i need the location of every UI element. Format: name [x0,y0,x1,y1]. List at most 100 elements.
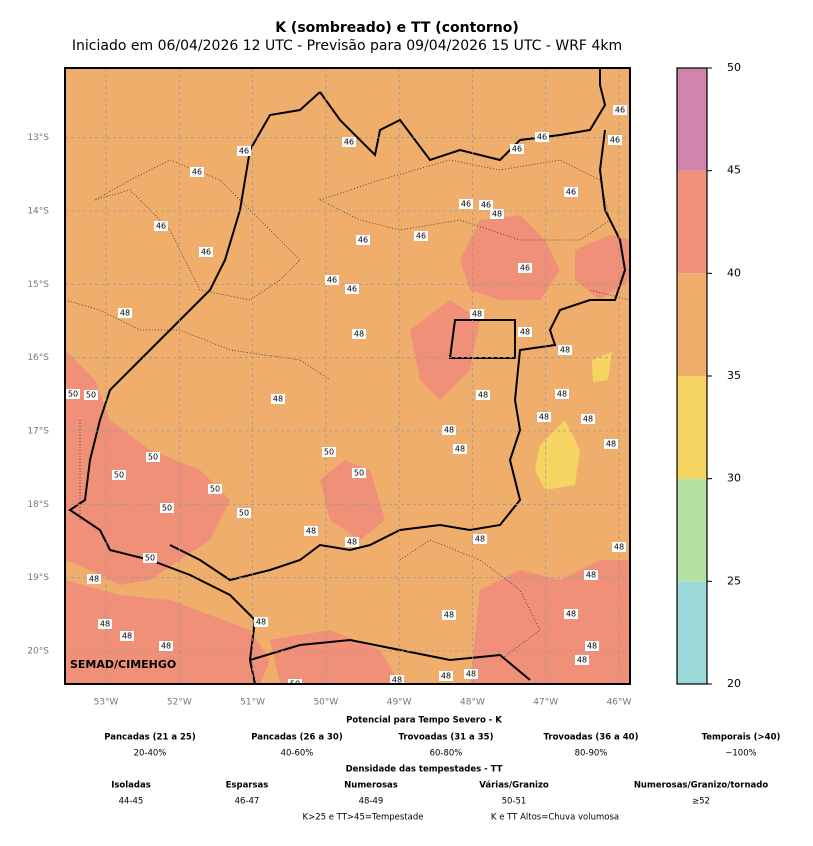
contour-label: 48 [560,346,570,355]
contour-label-bg [470,309,484,319]
contour-label-bg [159,641,173,651]
colorbar-box [677,376,707,479]
contour-label-bg [518,327,532,337]
contour-label-bg [87,574,101,584]
colorbar-box [677,170,707,274]
contour-label-bg [584,570,598,580]
contour-label-bg [208,484,222,494]
contour-label-bg [608,135,622,145]
title: K (sombreado) e TT (contorno) [275,20,519,36]
y-tick-label: 19°S [27,573,49,583]
contour-label-bg [564,187,578,197]
contour-label-bg [581,414,595,424]
k-item-range: 80-90% [575,749,608,759]
contour-label: 46 [520,264,530,273]
contour-label: 48 [472,310,482,319]
contour-label: 46 [344,138,354,147]
contour-label-bg [98,619,112,629]
contour-label: 48 [100,620,110,629]
contour-label: 48 [614,543,624,552]
contour-label-bg [518,263,532,273]
contour-label-bg [112,470,126,480]
contour-label-bg [537,412,551,422]
contour-label-bg [439,671,453,681]
contour-label-bg [356,235,370,245]
tt-item-name: Numerosas/Granizo/tornado [634,781,769,791]
k-item-name: Temporais (>40) [702,733,781,743]
x-tick-label: 52°W [167,698,192,708]
contour-label-bg [476,390,490,400]
contour-label-bg [564,609,578,619]
k-item-range: ~100% [725,749,756,759]
x-tick-label: 51°W [240,698,265,708]
contour-label-bg [199,247,213,257]
contour-label: 48 [306,527,316,536]
contour-label: 48 [520,328,530,337]
contour-label-bg [414,231,428,241]
contour-label: 50 [354,469,364,478]
contour-label: 48 [586,571,596,580]
contour-label-bg [304,526,318,536]
tt-item-name: Numerosas [344,781,398,791]
contour-label: 48 [256,618,266,627]
contour-label: 46 [537,133,547,142]
contour-label: 46 [201,248,211,257]
legend: Potencial para Tempo Severo - K Densidad… [104,716,780,823]
contour-label: 50 [324,448,334,457]
colorbar-tick-label: 20 [727,677,741,690]
contour-label: 50 [86,391,96,400]
tt-item-range: 46-47 [235,797,260,807]
x-tick-label: 53°W [94,698,119,708]
colorbar: 20 25 30 35 40 45 50 [676,61,741,690]
contour-label-bg [271,394,285,404]
contour-label: 48 [120,309,130,318]
k-item-range: 60-80% [430,749,463,759]
contour-label-bg [352,468,366,478]
contour-label: 48 [273,395,283,404]
contour-label-bg [237,508,251,518]
colorbar-box [677,478,707,582]
y-tick-label: 16°S [27,353,49,363]
contour-label-bg [510,144,524,154]
contour-label: 46 [566,188,576,197]
contour-label-bg [604,439,618,449]
tt-item-range: 48-49 [359,797,384,807]
contour-label-bg [143,553,157,563]
contour-label-bg [237,146,251,156]
y-tick-label: 13°S [27,133,49,143]
contour-label-bg [479,200,493,210]
contour-label: 48 [557,390,567,399]
x-tick-label: 46°W [607,698,632,708]
contour-label-bg [473,534,487,544]
contour-label: 46 [156,222,166,231]
contour-label: 46 [358,236,368,245]
contour-label-bg [575,655,589,665]
subtitle: Iniciado em 06/04/2026 12 UTC - Previsão… [72,38,622,54]
contour-label: 50 [145,554,155,563]
contour-label: 48 [441,672,451,681]
map-frame [64,67,631,685]
colorbar-box [677,581,707,684]
contour-label-bg [120,631,134,641]
k-item-name: Trovoadas (31 a 35) [399,733,494,743]
contour-label: 46 [461,200,471,209]
contour-label: 48 [455,445,465,454]
contour-label: 48 [444,426,454,435]
contour-label: 48 [161,642,171,651]
contour-label: 48 [583,415,593,424]
contour-label-bg [160,503,174,513]
contour-label: 48 [444,611,454,620]
contour-label-bg [390,675,404,684]
k-item-name: Trovoadas (36 a 40) [544,733,639,743]
contour-label-bg [345,537,359,547]
note: K>25 e TT>45=Tempestade [303,813,424,823]
contour-label: 48 [347,538,357,547]
y-tick-label: 17°S [27,427,49,437]
x-tick-label: 48°W [460,698,485,708]
axis-ticks: 53°W 52°W 51°W 50°W 49°W 48°W 47°W 46°W 13°S 14°S… [27,133,631,707]
y-tick-label: 15°S [27,280,49,290]
state-borders [68,68,627,684]
k-item-range: 40-60% [281,749,314,759]
contour-label-bg [190,167,204,177]
